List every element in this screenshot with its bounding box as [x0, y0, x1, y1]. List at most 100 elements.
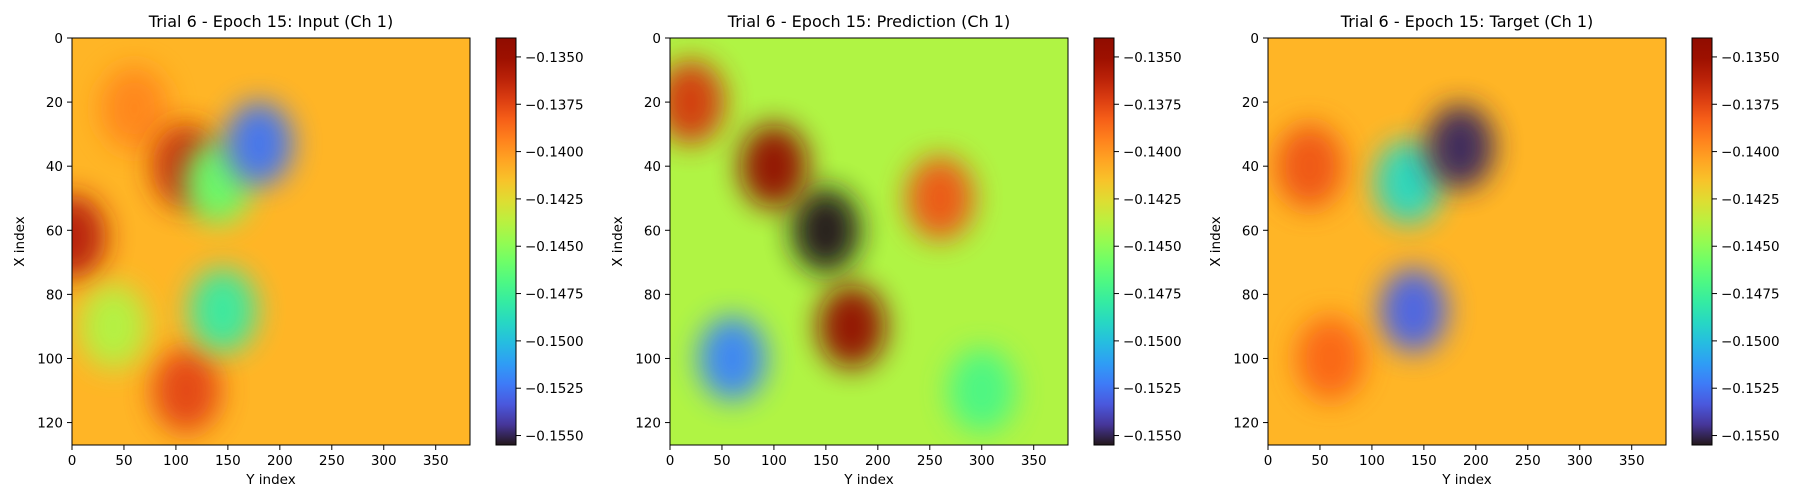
heatmap-feature	[72, 194, 106, 279]
y-tick-label: 40	[644, 159, 661, 175]
x-tick-label: 0	[68, 453, 77, 469]
x-tick-label: 50	[1311, 453, 1328, 469]
colorbar	[1691, 37, 1713, 446]
y-tick-label: 20	[1242, 95, 1259, 111]
heatmap-feature	[698, 316, 767, 401]
colorbar-tick-label: −0.1500	[1123, 334, 1182, 350]
colorbar-tick-label: −0.1375	[1721, 97, 1780, 113]
heatmap-feature	[152, 348, 221, 433]
x-tick-label: 350	[423, 453, 449, 469]
colorbar-tick-label: −0.1475	[1721, 287, 1780, 303]
y-tick-label: 80	[1242, 287, 1259, 303]
colorbar-tick-label: −0.1525	[525, 381, 584, 397]
colorbar-tick-label: −0.1525	[1721, 381, 1780, 397]
x-tick-label: 150	[1411, 453, 1437, 469]
y-axis-label: X index	[610, 216, 626, 266]
heatmap-feature	[1275, 124, 1344, 209]
heatmap-panel-2: Trial 6 - Epoch 15: Prediction (Ch 1) 0 50…	[598, 0, 1198, 500]
heatmap-feature	[947, 348, 1016, 433]
colorbar-tick-label: −0.1350	[1123, 50, 1182, 66]
colorbar-tick-label: −0.1550	[1721, 429, 1780, 445]
x-tick-label: 250	[319, 453, 345, 469]
heatmap-feature	[791, 188, 860, 273]
heatmap-svg-2: Trial 6 - Epoch 15: Prediction (Ch 1) 0 50…	[610, 12, 1182, 488]
colorbar-tick-label: −0.1475	[1123, 287, 1182, 303]
colorbar-tick-label: −0.1400	[525, 145, 584, 161]
x-tick-label: 350	[1619, 453, 1645, 469]
colorbar-tick-label: −0.1425	[1721, 192, 1780, 208]
x-tick-label: 0	[666, 453, 675, 469]
y-tick-label: 100	[1233, 351, 1259, 367]
x-axis-label: Y index	[1441, 472, 1491, 488]
x-tick-label: 150	[215, 453, 241, 469]
x-tick-label: 100	[761, 453, 787, 469]
heatmap-feature	[1426, 104, 1495, 189]
colorbar-tick-label: −0.1450	[1123, 239, 1182, 255]
colorbar	[495, 37, 517, 446]
x-tick-label: 200	[865, 453, 891, 469]
chart-title: Trial 6 - Epoch 15: Target (Ch 1)	[1340, 12, 1593, 31]
y-tick-label: 80	[46, 287, 63, 303]
colorbar-tick-label: −0.1375	[1123, 97, 1182, 113]
x-tick-label: 150	[813, 453, 839, 469]
y-tick-label: 0	[652, 31, 661, 47]
heatmap-panel-3: Trial 6 - Epoch 15: Target (Ch 1) 0 50 100 1…	[1196, 0, 1796, 500]
colorbar-tick-label: −0.1350	[1721, 50, 1780, 66]
heatmap-feature	[188, 268, 257, 353]
x-tick-label: 200	[1463, 453, 1489, 469]
y-tick-label: 60	[46, 223, 63, 239]
x-tick-label: 300	[1567, 453, 1593, 469]
colorbar-tick-label: −0.1350	[525, 50, 584, 66]
x-tick-label: 200	[267, 453, 293, 469]
y-axis-label: X index	[12, 216, 28, 266]
colorbar-tick-label: −0.1400	[1123, 145, 1182, 161]
y-tick-label: 60	[1242, 223, 1259, 239]
y-tick-label: 20	[46, 95, 63, 111]
y-tick-label: 0	[1250, 31, 1259, 47]
y-tick-label: 100	[635, 351, 661, 367]
x-tick-label: 50	[713, 453, 730, 469]
x-tick-label: 100	[163, 453, 189, 469]
heatmap-feature	[739, 124, 808, 209]
heatmap-feature	[225, 101, 294, 186]
colorbar-tick-label: −0.1425	[1123, 192, 1182, 208]
x-tick-label: 100	[1359, 453, 1385, 469]
colorbar-tick-label: −0.1500	[1721, 334, 1780, 350]
chart-title: Trial 6 - Epoch 15: Input (Ch 1)	[148, 12, 393, 31]
y-tick-label: 20	[644, 95, 661, 111]
colorbar-tick-label: −0.1550	[1123, 429, 1182, 445]
plot-frame	[1267, 37, 1667, 446]
heatmap-feature	[1296, 316, 1365, 401]
x-tick-label: 350	[1021, 453, 1047, 469]
colorbar-tick-label: −0.1475	[525, 287, 584, 303]
heatmap-feature	[1374, 140, 1443, 225]
y-tick-label: 40	[46, 159, 63, 175]
heatmap-feature	[1379, 268, 1448, 353]
colorbar-tick-label: −0.1450	[525, 239, 584, 255]
heatmap-feature	[817, 284, 886, 369]
plot-frame	[669, 37, 1069, 446]
x-tick-label: 250	[1515, 453, 1541, 469]
heatmap-panel-1: Trial 6 - Epoch 15: Input (Ch 1) 0 50 100 15…	[0, 0, 600, 500]
x-tick-label: 0	[1264, 453, 1273, 469]
heatmap-field	[1268, 38, 1666, 445]
colorbar-tick-label: −0.1425	[525, 192, 584, 208]
y-tick-label: 40	[1242, 159, 1259, 175]
x-tick-label: 300	[371, 453, 397, 469]
y-tick-label: 60	[644, 223, 661, 239]
colorbar-tick-label: −0.1500	[525, 334, 584, 350]
x-tick-label: 250	[917, 453, 943, 469]
y-tick-label: 0	[54, 31, 63, 47]
heatmap-field	[72, 38, 470, 445]
colorbar-tick-label: −0.1525	[1123, 381, 1182, 397]
heatmap-feature	[906, 156, 975, 241]
colorbar-tick-label: −0.1550	[525, 429, 584, 445]
colorbar-tick-label: −0.1450	[1721, 239, 1780, 255]
x-tick-label: 50	[115, 453, 132, 469]
y-tick-label: 120	[1233, 416, 1259, 432]
x-axis-label: Y index	[245, 472, 295, 488]
heatmap-svg-1: Trial 6 - Epoch 15: Input (Ch 1) 0 50 100 15…	[12, 12, 584, 488]
heatmap-feature	[79, 284, 148, 369]
colorbar	[1093, 37, 1115, 446]
